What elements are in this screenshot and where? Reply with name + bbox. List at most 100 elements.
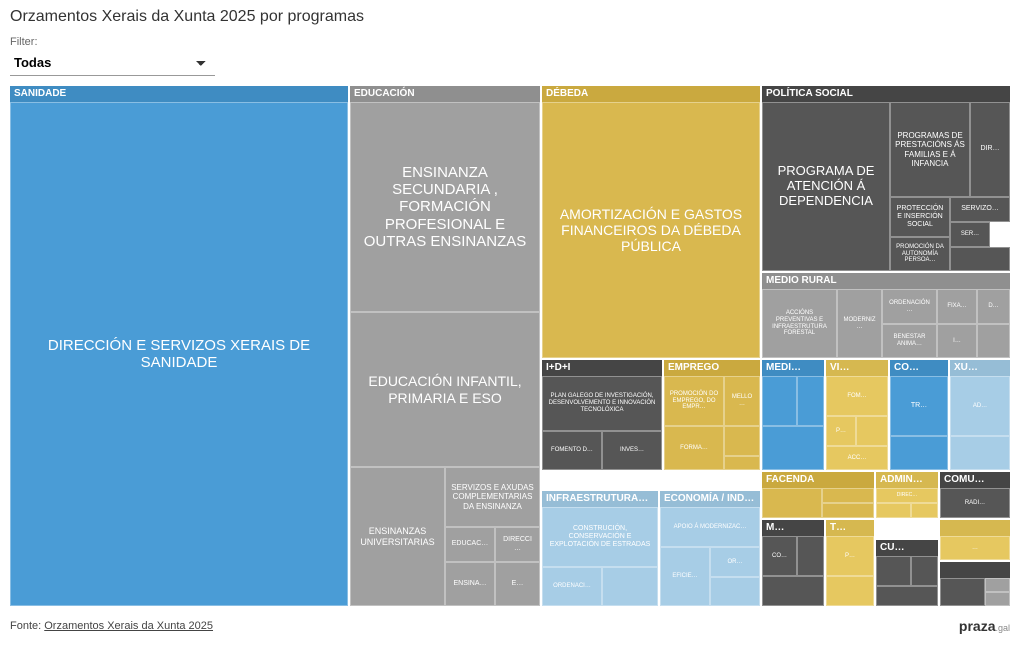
treemap-group[interactable]: CU… (876, 540, 938, 606)
treemap-leaf[interactable] (911, 503, 938, 518)
treemap-leaf[interactable] (876, 586, 938, 606)
treemap-leaf[interactable]: CONSTRUCIÓN, CONSERVACIÓN E EXPLOTACIÓN … (542, 507, 658, 567)
treemap-leaf[interactable]: … (940, 536, 1010, 560)
treemap-leaf[interactable]: ACC… (826, 446, 888, 470)
treemap-group[interactable]: COMU…RADI… (940, 472, 1010, 518)
treemap-leaf[interactable]: PROMOCIÓN DA AUTONOMÍA PERSOA… (890, 237, 950, 271)
treemap-leaf[interactable] (724, 426, 760, 456)
treemap-leaf[interactable]: P… (826, 536, 874, 576)
source-link[interactable]: Orzamentos Xerais da Xunta 2025 (44, 620, 213, 632)
treemap-leaf[interactable] (856, 416, 888, 446)
treemap-group[interactable]: … (940, 520, 1010, 560)
treemap-leaf[interactable]: DIRECCIÓN E SERVIZOS XERAIS DE SANIDADE (10, 102, 348, 606)
treemap-group[interactable]: ECONOMÍA / INDU…APOIO Á MODERNIZAC…EFICI… (660, 491, 760, 606)
treemap-leaf[interactable]: PROGRAMA DE ATENCIÓN Á DEPENDENCIA (762, 102, 890, 271)
treemap-leaf[interactable]: PROGRAMAS DE PRESTACIÓNS ÁS FAMILIAS E Á… (890, 102, 970, 197)
treemap-group[interactable]: M…CO… (762, 520, 824, 606)
treemap-leaf[interactable]: ORDENACIÓN … (882, 289, 937, 324)
treemap-group[interactable] (940, 562, 1010, 606)
treemap-leaf[interactable] (826, 576, 874, 606)
treemap-leaf[interactable] (822, 488, 874, 503)
treemap-leaf[interactable]: APOIO Á MODERNIZAC… (660, 507, 760, 547)
leaf-label: DIRECCIÓN E SERVIZOS XERAIS DE SANIDADE (11, 335, 347, 374)
treemap-leaf[interactable]: OR… (710, 547, 760, 577)
treemap-leaf[interactable]: EFICIE… (660, 547, 710, 606)
treemap-leaf[interactable] (724, 456, 760, 470)
treemap-group[interactable]: POLÍTICA SOCIALPROGRAMA DE ATENCIÓN Á DE… (762, 86, 1010, 271)
treemap-leaf[interactable]: EDUCACIÓN INFANTIL, PRIMARIA E ESO (350, 312, 540, 467)
treemap-leaf[interactable]: SER… (950, 222, 990, 247)
treemap-leaf[interactable]: FIXA… (937, 289, 977, 324)
filter-select[interactable]: Todas (10, 50, 215, 76)
treemap-leaf[interactable]: EDUCAC… (445, 527, 495, 562)
treemap-leaf[interactable]: FOMENTO D… (542, 431, 602, 470)
treemap-leaf[interactable]: P… (826, 416, 856, 446)
treemap-leaf[interactable]: DIRECCI… (495, 527, 540, 562)
treemap-leaf[interactable]: CO… (762, 536, 797, 576)
treemap-leaf[interactable]: ENSINANZA SECUNDARIA , FORMACIÓN PROFESI… (350, 102, 540, 312)
treemap-group[interactable]: EDUCACIÓNENSINANZA SECUNDARIA , FORMACIÓ… (350, 86, 540, 606)
treemap-leaf[interactable]: PROTECCIÓN E INSERCIÓN SOCIAL (890, 197, 950, 237)
treemap-leaf[interactable]: RADI… (940, 488, 1010, 518)
treemap-leaf[interactable] (602, 567, 658, 606)
treemap-leaf[interactable] (890, 436, 948, 470)
treemap-leaf[interactable]: ENSINA… (445, 562, 495, 606)
treemap-leaf[interactable]: PROMOCIÓN DO EMPREGO, DO EMPR… (664, 376, 724, 426)
treemap-leaf[interactable] (977, 324, 1010, 358)
leaf-label: P… (841, 551, 859, 562)
treemap-leaf[interactable]: BENESTAR ANIMA… (882, 324, 937, 358)
treemap-leaf[interactable]: PLAN GALEGO DE INVESTIGACIÓN, DESENVOLVE… (542, 376, 662, 431)
treemap-leaf[interactable] (985, 578, 1010, 592)
treemap-leaf[interactable] (876, 556, 911, 586)
treemap-leaf[interactable] (940, 578, 985, 606)
treemap-leaf[interactable]: SERVIZO… (950, 197, 1010, 222)
treemap-leaf[interactable]: MODERNIZ… (837, 289, 882, 358)
treemap-group[interactable]: MEDIO RURALACCIÓNS PREVENTIVAS E INFRAES… (762, 273, 1010, 358)
treemap-leaf[interactable]: ACCIÓNS PREVENTIVAS E INFRAESTRUTURA FOR… (762, 289, 837, 358)
treemap-group[interactable]: DÉBEDAAMORTIZACIÓN E GASTOS FINANCEIROS … (542, 86, 760, 358)
treemap-leaf[interactable]: SERVIZOS E AXUDAS COMPLEMENTARIAS DA ENS… (445, 467, 540, 527)
treemap-group[interactable]: MEDI… (762, 360, 824, 470)
treemap-leaf[interactable] (762, 488, 822, 518)
treemap-leaf[interactable]: DIR… (970, 102, 1010, 197)
treemap-group[interactable]: T… P… (826, 520, 874, 606)
treemap-leaf[interactable] (822, 503, 874, 518)
treemap-leaf[interactable]: DIREC… (876, 488, 938, 503)
treemap-leaf[interactable] (950, 247, 1010, 271)
treemap-group[interactable]: I+D+IPLAN GALEGO DE INVESTIGACIÓN, DESEN… (542, 360, 662, 470)
treemap-leaf[interactable] (985, 592, 1010, 606)
treemap-group[interactable]: XU…AD… (950, 360, 1010, 470)
treemap-leaf[interactable]: FORMA… (664, 426, 724, 470)
treemap-leaf[interactable] (762, 426, 824, 470)
leaf-label (890, 509, 898, 513)
treemap-leaf[interactable] (762, 576, 824, 606)
treemap-leaf[interactable]: TR… (890, 376, 948, 436)
treemap-leaf[interactable]: ORDENACI… (542, 567, 602, 606)
treemap-leaf[interactable]: AD… (950, 376, 1010, 436)
treemap-leaf[interactable] (797, 376, 824, 426)
treemap-leaf[interactable]: D… (977, 289, 1010, 324)
treemap-leaf[interactable] (950, 436, 1010, 470)
treemap-group[interactable]: EMPREGOPROMOCIÓN DO EMPREGO, DO EMPR…MEL… (664, 360, 760, 470)
treemap-leaf[interactable]: ENSINANZAS UNIVERSITARIAS (350, 467, 445, 606)
treemap-leaf[interactable]: MELLO… (724, 376, 760, 426)
treemap-group[interactable]: SANIDADEDIRECCIÓN E SERVIZOS XERAIS DE S… (10, 86, 348, 606)
leaf-label: AD… (969, 401, 991, 412)
treemap-leaf[interactable] (911, 556, 938, 586)
treemap-leaf[interactable]: INVES… (602, 431, 662, 470)
treemap-leaf[interactable]: AMORTIZACIÓN E GASTOS FINANCEIROS DA DÉB… (542, 102, 760, 358)
treemap-chart[interactable]: SANIDADEDIRECCIÓN E SERVIZOS XERAIS DE S… (10, 86, 1010, 606)
treemap-leaf[interactable] (797, 536, 824, 576)
group-header: T… (826, 520, 874, 536)
treemap-group[interactable]: INFRAESTRUTURAS …CONSTRUCIÓN, CONSERVACI… (542, 491, 658, 606)
treemap-group[interactable]: CO…TR… (890, 360, 948, 470)
treemap-group[interactable]: ADMIN…DIREC… (876, 472, 938, 518)
treemap-leaf[interactable]: FOM… (826, 376, 888, 416)
treemap-leaf[interactable] (762, 376, 797, 426)
treemap-group[interactable]: FACENDA (762, 472, 874, 518)
treemap-leaf[interactable]: E… (495, 562, 540, 606)
treemap-leaf[interactable] (876, 503, 911, 518)
treemap-leaf[interactable]: I… (937, 324, 977, 358)
treemap-leaf[interactable] (710, 577, 760, 606)
treemap-group[interactable]: VI…FOM…P…ACC… (826, 360, 888, 470)
